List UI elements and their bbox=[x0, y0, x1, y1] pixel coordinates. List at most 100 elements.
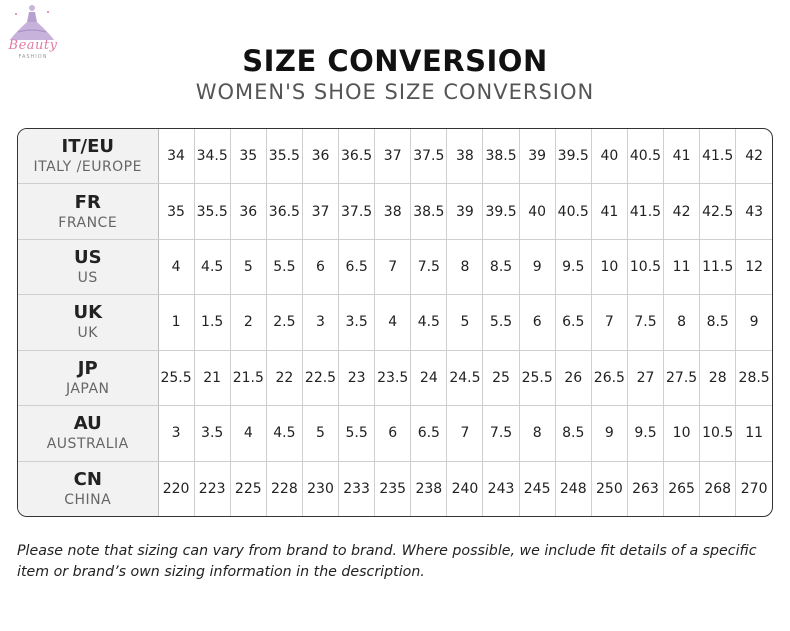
size-cell: 6 bbox=[518, 294, 556, 351]
size-cell: 35.5 bbox=[193, 183, 231, 240]
size-cell: 8.5 bbox=[699, 294, 737, 351]
size-cell: 8 bbox=[518, 405, 556, 462]
size-cell: 42.5 bbox=[699, 183, 737, 240]
size-cell: 41.5 bbox=[699, 129, 737, 185]
size-cell: 7.5 bbox=[410, 238, 448, 296]
size-cell: 24.5 bbox=[446, 349, 484, 407]
size-cell: 23 bbox=[338, 349, 376, 407]
size-cell: 5.5 bbox=[265, 238, 303, 296]
size-cell: 39 bbox=[446, 183, 484, 240]
size-cell: 22.5 bbox=[301, 349, 340, 407]
size-cell: 43 bbox=[735, 183, 772, 240]
size-cell: 26 bbox=[554, 349, 592, 407]
size-cell: 28.5 bbox=[735, 349, 772, 407]
table-row: AU AUSTRALIA 3 3.5 4 4.5 5 5.5 6 6.5 7 7.5 8 8.5 9 9.5 1… bbox=[18, 405, 772, 462]
size-cell: 7 bbox=[374, 238, 412, 296]
size-cell: 7 bbox=[590, 294, 628, 351]
size-cell: 235 bbox=[374, 460, 412, 516]
size-cell: 9 bbox=[735, 294, 772, 351]
size-cell: 245 bbox=[518, 460, 556, 516]
size-cell: 263 bbox=[626, 460, 665, 516]
region-code: FR bbox=[74, 191, 101, 213]
region-name: ITALY /EUROPE bbox=[33, 159, 142, 176]
size-cell: 35.5 bbox=[265, 129, 303, 185]
size-cell: 26.5 bbox=[590, 349, 628, 407]
size-cell: 27 bbox=[626, 349, 665, 407]
size-cell: 8.5 bbox=[482, 238, 520, 296]
size-cell: 37 bbox=[301, 183, 340, 240]
size-cell: 34.5 bbox=[193, 129, 231, 185]
size-cell: 22 bbox=[265, 349, 303, 407]
table-row: US US 4 4.5 5 5.5 6 6.5 7 7.5 8 8.5 9 9.5 10 10.5 11 11.5… bbox=[18, 238, 772, 296]
size-cell: 248 bbox=[554, 460, 592, 516]
size-cell: 5.5 bbox=[482, 294, 520, 351]
size-cell: 4.5 bbox=[265, 405, 303, 462]
size-cell: 28 bbox=[699, 349, 737, 407]
table-body: IT/EU ITALY /EUROPE 34 34.5 35 35.5 36 36.5 37 37… bbox=[18, 129, 772, 516]
size-cell: 228 bbox=[265, 460, 303, 516]
size-cell: 5.5 bbox=[338, 405, 376, 462]
size-cell: 38.5 bbox=[410, 183, 448, 240]
size-cell: 1 bbox=[157, 294, 195, 351]
table-row: CN CHINA 220 223 225 228 230 233 235 238 240 243 245… bbox=[18, 460, 772, 516]
size-cell: 5 bbox=[301, 405, 340, 462]
size-cell: 3 bbox=[301, 294, 340, 351]
size-cell: 36 bbox=[229, 183, 267, 240]
size-cell: 8.5 bbox=[554, 405, 592, 462]
size-cell: 36 bbox=[301, 129, 340, 185]
row-label: JP JAPAN bbox=[18, 349, 159, 407]
size-cell: 230 bbox=[301, 460, 340, 516]
size-cell: 39.5 bbox=[554, 129, 592, 185]
size-cell: 38 bbox=[446, 129, 484, 185]
size-cell: 233 bbox=[338, 460, 376, 516]
size-cell: 41 bbox=[663, 129, 701, 185]
size-cell: 3 bbox=[157, 405, 195, 462]
size-cell: 12 bbox=[735, 238, 772, 296]
region-code: JP bbox=[77, 357, 98, 379]
dress-figure-icon bbox=[10, 5, 54, 40]
size-cell: 23.5 bbox=[374, 349, 412, 407]
size-cell: 21.5 bbox=[229, 349, 267, 407]
size-cell: 5 bbox=[446, 294, 484, 351]
sizing-note: Please note that sizing can vary from br… bbox=[17, 543, 757, 580]
size-cell: 223 bbox=[193, 460, 231, 516]
size-cell: 9.5 bbox=[626, 405, 665, 462]
size-cell: 41 bbox=[590, 183, 628, 240]
region-code: UK bbox=[73, 302, 103, 324]
size-cell: 10.5 bbox=[626, 238, 665, 296]
size-cell: 40.5 bbox=[626, 129, 665, 185]
size-cell: 10 bbox=[663, 405, 701, 462]
region-name: CHINA bbox=[64, 491, 112, 508]
size-cell: 38.5 bbox=[482, 129, 520, 185]
size-cell: 40.5 bbox=[554, 183, 592, 240]
size-cell: 41.5 bbox=[626, 183, 665, 240]
size-cell: 25.5 bbox=[518, 349, 556, 407]
size-cell: 42 bbox=[735, 129, 772, 185]
size-cell: 40 bbox=[518, 183, 556, 240]
size-cell: 27.5 bbox=[663, 349, 701, 407]
row-label: AU AUSTRALIA bbox=[18, 405, 159, 462]
size-cell: 4 bbox=[374, 294, 412, 351]
size-cell: 2 bbox=[229, 294, 267, 351]
size-cell: 238 bbox=[410, 460, 448, 516]
size-cell: 21 bbox=[193, 349, 231, 407]
size-cell: 3.5 bbox=[193, 405, 231, 462]
size-cell: 8 bbox=[446, 238, 484, 296]
table-row: JP JAPAN 25.5 21 21.5 22 22.5 23 23.5 24 24.5 25 25.… bbox=[18, 349, 772, 407]
size-cell: 34 bbox=[157, 129, 195, 185]
size-cell: 5 bbox=[229, 238, 267, 296]
size-cell: 270 bbox=[735, 460, 772, 516]
region-code: AU bbox=[73, 413, 102, 435]
table-row: UK UK 1 1.5 2 2.5 3 3.5 4 4.5 5 5.5 6 6.5 7 7.5 8 8.5 9 bbox=[18, 294, 772, 351]
size-cell: 4 bbox=[229, 405, 267, 462]
size-cell: 220 bbox=[157, 460, 195, 516]
size-cell: 25 bbox=[482, 349, 520, 407]
size-cell: 4.5 bbox=[410, 294, 448, 351]
row-label: FR FRANCE bbox=[18, 183, 159, 240]
size-cell: 37.5 bbox=[410, 129, 448, 185]
region-code: CN bbox=[73, 468, 102, 490]
region-name: UK bbox=[77, 325, 98, 342]
size-cell: 42 bbox=[663, 183, 701, 240]
size-cell: 225 bbox=[229, 460, 267, 516]
size-cell: 1.5 bbox=[193, 294, 231, 351]
